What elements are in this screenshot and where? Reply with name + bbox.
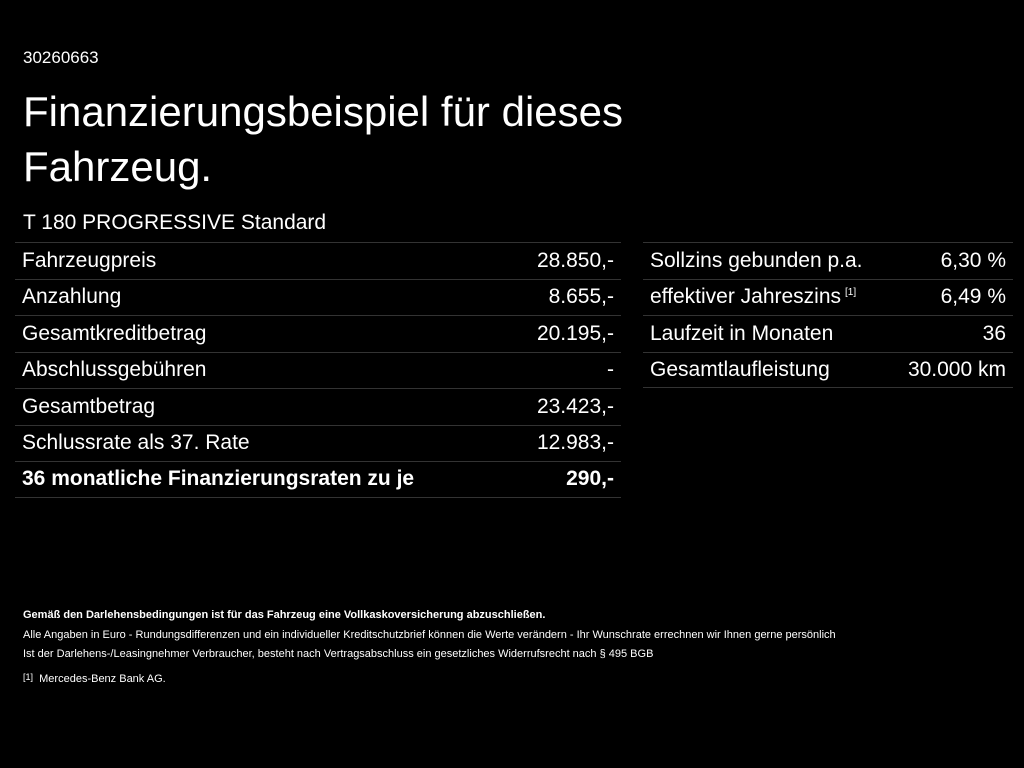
label-text: Laufzeit in Monaten <box>650 321 834 345</box>
row-value: 6,30 % <box>940 248 1006 272</box>
row-value: 6,49 % <box>940 285 1006 309</box>
note-line: Ist der Darlehens-/Leasingnehmer Verbrau… <box>23 647 654 660</box>
notes: Gemäß den Darlehensbedingungen ist für d… <box>23 606 836 689</box>
row-label: 36 monatliche Finanzierungsraten zu je <box>22 467 414 491</box>
label-text: Anzahlung <box>22 285 122 309</box>
row-value: 12.983,- <box>536 431 614 455</box>
table-row: Anzahlung 8.655,- <box>15 278 621 316</box>
footnote-text: Mercedes-Benz Bank AG. <box>39 672 166 685</box>
table-row: Laufzeit in Monaten 36 <box>643 315 1013 352</box>
label-text: Sollzins gebunden p.a. <box>650 248 863 272</box>
note-line: Alle Angaben in Euro - Rundungsdifferenz… <box>23 628 836 641</box>
table-row: Abschlussgebühren - <box>15 351 621 389</box>
table-row: Sollzins gebunden p.a. 6,30 % <box>643 242 1013 279</box>
table-row: Gesamtlaufleistung 30.000 km <box>643 351 1013 388</box>
table-row: Gesamtbetrag 23.423,- <box>15 388 621 425</box>
label-text: 36 monatliche Finanzierungsraten zu je <box>22 467 415 491</box>
row-label: Gesamtkreditbetrag <box>22 322 206 346</box>
row-label: Abschlussgebühren <box>22 358 206 382</box>
footnote-marker: [1] <box>23 671 34 682</box>
row-value: 20.195,- <box>536 321 614 345</box>
row-value: 23.423,- <box>536 394 614 418</box>
row-value: 8.655,- <box>548 285 614 309</box>
row-value: 28.850,- <box>536 248 614 272</box>
row-label: Anzahlung <box>22 285 121 309</box>
subtitle: T 180 PROGRESSIVE Standard <box>23 211 327 234</box>
table-row: Fahrzeugpreis 28.850,- <box>15 242 621 279</box>
label-text: Abschlussgebühren <box>22 358 207 382</box>
table-row: Gesamtkreditbetrag 20.195,- <box>15 315 621 352</box>
row-value: 36 <box>982 321 1006 345</box>
note-marker: [1] <box>845 287 857 299</box>
row-label: Fahrzeugpreis <box>22 249 156 273</box>
label-text: Schlussrate als 37. Rate <box>22 431 250 455</box>
row-value: - <box>607 358 614 382</box>
title: Finanzierungsbeispiel für dieses Fahrzeu… <box>23 88 623 190</box>
row-label: Gesamtlaufleistung <box>650 358 830 382</box>
offer-id: 30260663 <box>23 48 99 67</box>
row-label: Laufzeit in Monaten <box>650 322 833 346</box>
table-row: Schlussrate als 37. Rate 12.983,- <box>15 424 621 462</box>
note-bold: Gemäß den Darlehensbedingungen ist für d… <box>23 609 546 621</box>
row-label: Sollzins gebunden p.a. <box>650 249 863 273</box>
table-row: effektiver Jahreszins [1] 6,49 % <box>643 278 1013 316</box>
row-label: Gesamtbetrag <box>22 395 155 419</box>
row-label: effektiver Jahreszins [1] <box>650 285 856 309</box>
table-row: 36 monatliche Finanzierungsraten zu je 29… <box>15 461 621 498</box>
label-text: Gesamtbetrag <box>22 394 156 418</box>
label-text: Gesamtkreditbetrag <box>22 321 207 345</box>
row-label: Schlussrate als 37. Rate <box>22 431 250 455</box>
left-table: Fahrzeugpreis 28.850,- Anzahlung 8.655,- Ges… <box>15 242 621 498</box>
row-value: 30.000 km <box>907 357 1006 381</box>
right-table: Sollzins gebunden p.a. 6,30 % effektiver J… <box>643 242 1013 388</box>
footnote: [1] Mercedes-Benz Bank AG. <box>23 668 836 690</box>
row-value: 290,- <box>566 467 614 491</box>
label-text: Fahrzeugpreis <box>22 248 157 272</box>
label-text: Gesamtlaufleistung <box>650 357 830 381</box>
label-text: effektiver Jahreszins <box>650 285 842 309</box>
